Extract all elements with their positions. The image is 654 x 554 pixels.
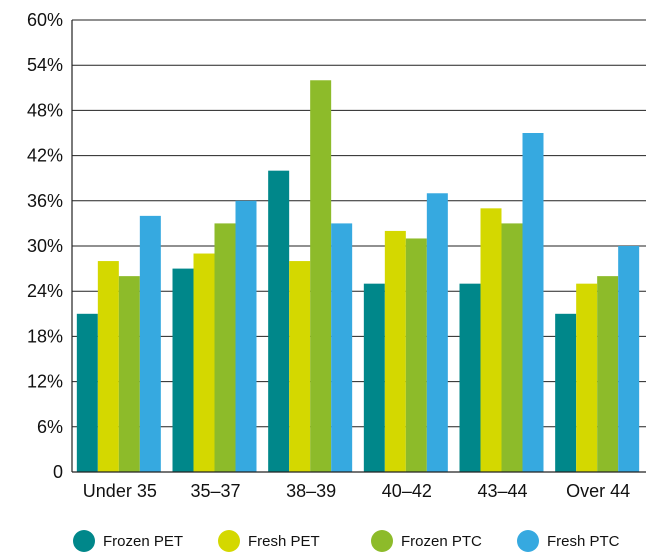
bar-fresh-ptc [522,133,544,472]
bar-fresh-pet [97,261,119,472]
y-tick-label: 36% [27,191,63,211]
bar-fresh-ptc [426,193,448,472]
bar-fresh-ptc [331,223,353,472]
bar-frozen-pet [268,170,290,472]
legend-label: Frozen PET [103,532,184,550]
legend-label: Frozen PTC [401,532,482,550]
bar-frozen-pet [363,283,385,472]
bar-frozen-pet [555,313,577,472]
y-tick-label: 0 [53,462,63,482]
legend: Frozen PET Fresh PET Frozen PTC Fresh PTC [0,530,654,554]
bar-frozen-ptc [310,80,332,473]
legend-swatch [73,530,95,552]
x-tick-label: Under 35 [83,481,157,501]
x-tick-label: Over 44 [566,481,630,501]
bar-frozen-ptc [214,223,236,472]
y-tick-label: 54% [27,55,63,75]
legend-item: Fresh PET [218,530,320,552]
y-axis-ticks: 0 6% 12% 18% 24% 30% 36% 42% 48% 54% 60% [27,10,63,482]
bar-frozen-pet [172,268,194,472]
legend-item: Fresh PTC [517,530,620,552]
x-tick-label: 35–37 [190,481,240,501]
legend-swatch [218,530,240,552]
x-axis-ticks: Under 35 35–37 38–39 40–42 43–44 Over 44 [83,481,630,501]
bar-frozen-ptc [118,276,140,472]
y-tick-label: 48% [27,100,63,120]
legend-swatch [517,530,539,552]
bar-fresh-pet [576,283,598,472]
legend-label: Fresh PTC [547,532,620,550]
bar-frozen-pet [459,283,481,472]
bar-frozen-ptc [405,238,427,472]
x-tick-label: 40–42 [382,481,432,501]
legend-label: Fresh PET [248,532,320,550]
gridlines [72,19,646,428]
y-tick-label: 30% [27,236,63,256]
bar-fresh-pet [384,230,406,472]
bar-fresh-ptc [235,200,257,473]
y-tick-label: 42% [27,146,63,166]
bar-frozen-ptc [501,223,523,472]
bar-fresh-ptc [618,246,640,472]
bar-fresh-ptc [139,215,161,472]
y-tick-label: 12% [27,372,63,392]
y-tick-label: 18% [27,326,63,346]
legend-item: Frozen PET [73,530,183,552]
legend-swatch [371,530,393,552]
x-tick-label: 43–44 [477,481,527,501]
bar-fresh-pet [480,208,502,473]
x-tick-label: 38–39 [286,481,336,501]
y-tick-label: 60% [27,10,63,30]
bar-frozen-ptc [597,276,619,472]
bar-fresh-pet [193,253,215,472]
legend-item: Frozen PTC [371,530,482,552]
bar-fresh-pet [289,261,311,472]
bar-chart: 0 6% 12% 18% 24% 30% 36% 42% 48% 54% 60% Under 35 3… [27,10,646,501]
y-tick-label: 24% [27,281,63,301]
bars [76,80,640,473]
bar-frozen-pet [76,313,98,472]
y-tick-label: 6% [37,417,63,437]
